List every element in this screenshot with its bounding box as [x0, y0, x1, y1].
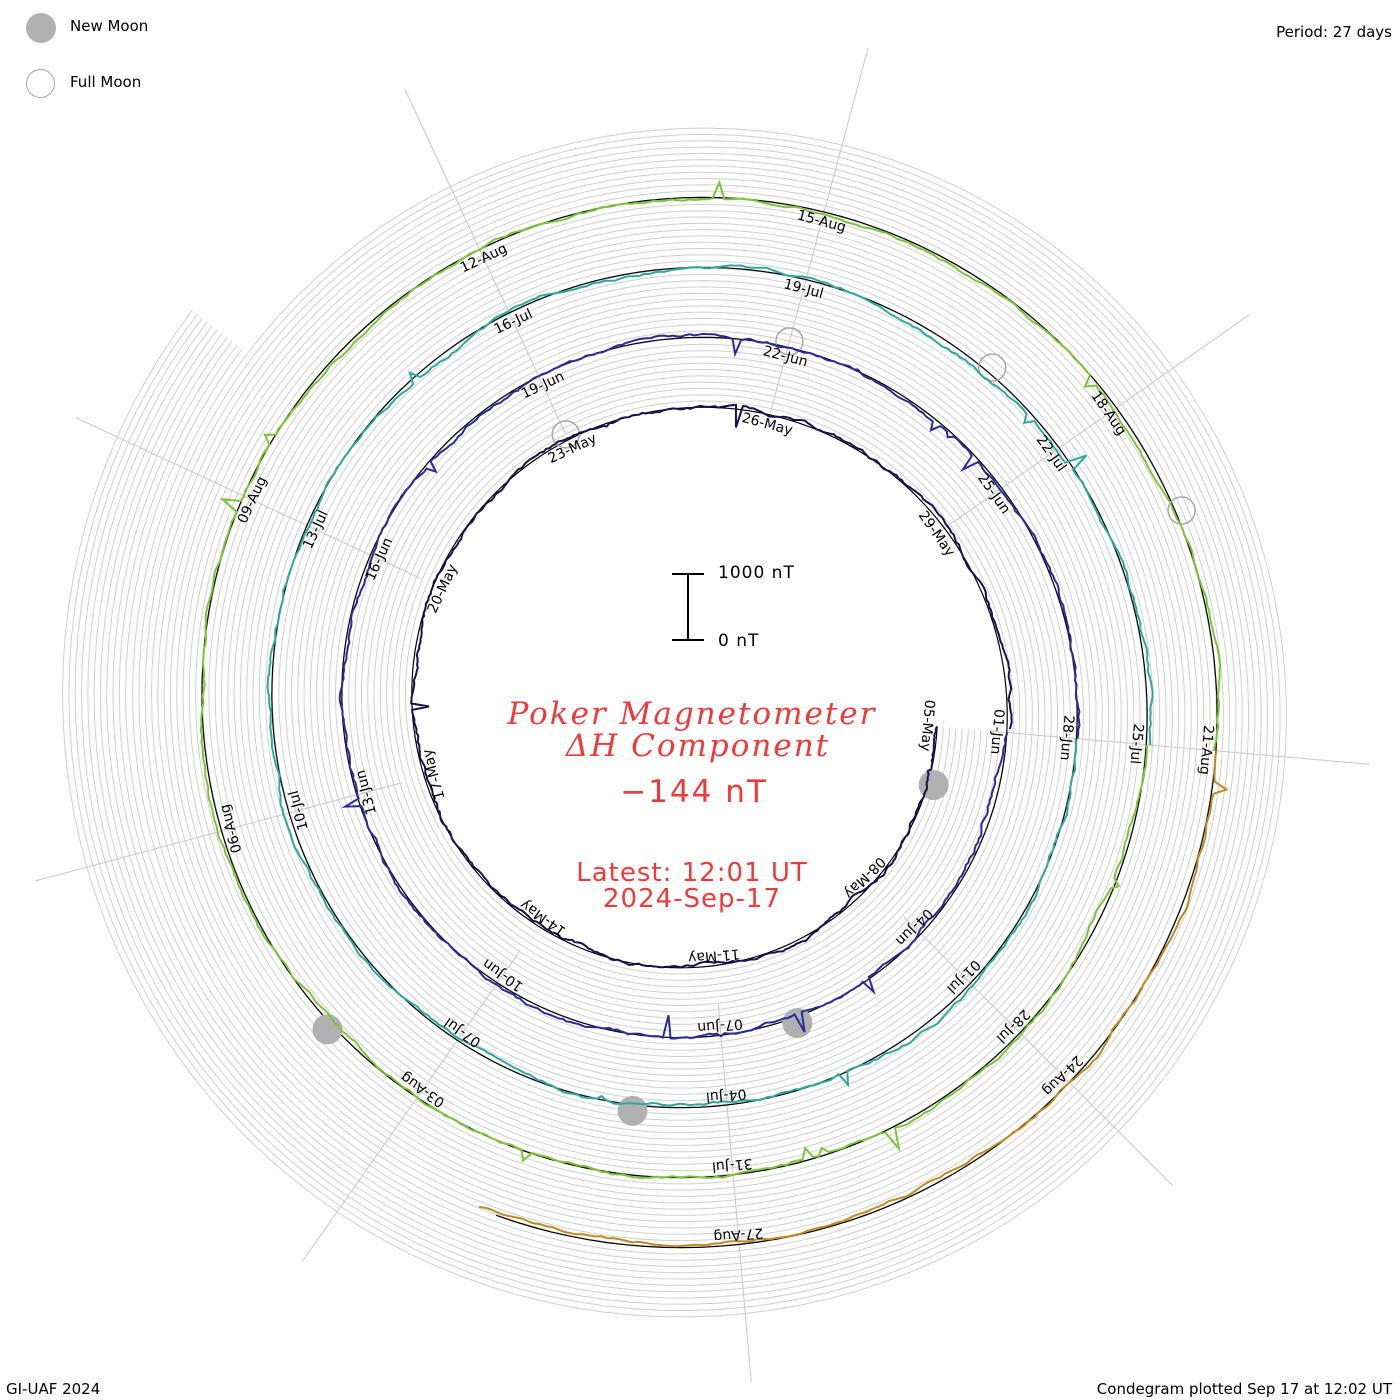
chart-subtitle: ΔH Component	[565, 728, 831, 764]
scale-bar	[672, 573, 704, 641]
latest-value: −144 nT	[620, 774, 768, 810]
date-label: 25-Jul	[1127, 723, 1146, 765]
trace-turn-2	[338, 332, 1081, 1040]
date-label: 16-Jun	[363, 535, 397, 583]
trace-turn-5	[478, 750, 1229, 1248]
latest-date: 2024-Sep-17	[602, 884, 782, 914]
trace-turn-1	[410, 403, 1013, 969]
date-label: 05-May	[917, 699, 937, 752]
date-label: 20-May	[425, 562, 461, 616]
day-spoke	[717, 1003, 752, 1383]
scale-top-label: 1000 nT	[718, 563, 795, 583]
full-moon-marker	[1167, 496, 1196, 525]
grid-ring	[87, 152, 1262, 1293]
grid-ring	[106, 171, 1243, 1274]
trace-turn-3	[266, 264, 1154, 1107]
grid-ring	[118, 184, 1231, 1261]
new-moon-icon	[26, 13, 56, 43]
full-moon-label: Full Moon	[70, 73, 142, 91]
grid-ring	[125, 190, 1224, 1255]
grid-ring	[112, 177, 1237, 1268]
date-label: 11-May	[687, 945, 740, 965]
magnetometer-traces	[199, 179, 1229, 1248]
day-spoke	[990, 730, 1370, 765]
date-label: 07-Jun	[697, 1015, 744, 1035]
full-moon-icon	[26, 69, 55, 98]
date-label: 31-Jul	[711, 1155, 753, 1174]
date-label: 01-Jun	[987, 708, 1007, 755]
full-moon-marker	[977, 353, 1007, 382]
day-spoke	[75, 417, 421, 579]
trace-turn-4	[199, 179, 1222, 1180]
date-label: 07-Jul	[442, 1014, 484, 1050]
new-moon-marker	[782, 1007, 813, 1038]
new-moon-marker	[918, 770, 949, 801]
plotted-label: Condegram plotted Sep 17 at 12:02 UT	[1096, 1380, 1392, 1398]
date-label: 04-Jul	[705, 1085, 747, 1104]
scale-bottom-label: 0 nT	[718, 631, 760, 651]
day-spoke	[35, 782, 403, 882]
full-moon-marker	[551, 420, 581, 449]
day-spoke	[937, 314, 1250, 534]
new-moon-label: New Moon	[70, 17, 149, 35]
day-spoke	[903, 916, 1174, 1187]
new-moon-marker	[617, 1095, 648, 1126]
date-label: 21-Aug	[1196, 724, 1216, 775]
latest-time: Latest: 12:01 UT	[576, 858, 808, 888]
credit-label: GI-UAF 2024	[6, 1380, 101, 1398]
grid-ring	[74, 140, 1275, 1305]
grid-ring	[99, 165, 1249, 1280]
grid-ring	[68, 133, 1281, 1312]
grid-ring	[93, 159, 1256, 1286]
full-moon-marker	[775, 327, 804, 356]
new-moon-marker	[312, 1014, 343, 1045]
day-spoke	[301, 950, 521, 1263]
date-label: 28-Jun	[1057, 714, 1077, 761]
grid-ring	[80, 146, 1268, 1299]
period-label: Period: 27 days	[1276, 23, 1392, 41]
chart-title: Poker Magnetometer	[507, 696, 877, 732]
date-label: 27-Aug	[713, 1224, 764, 1244]
